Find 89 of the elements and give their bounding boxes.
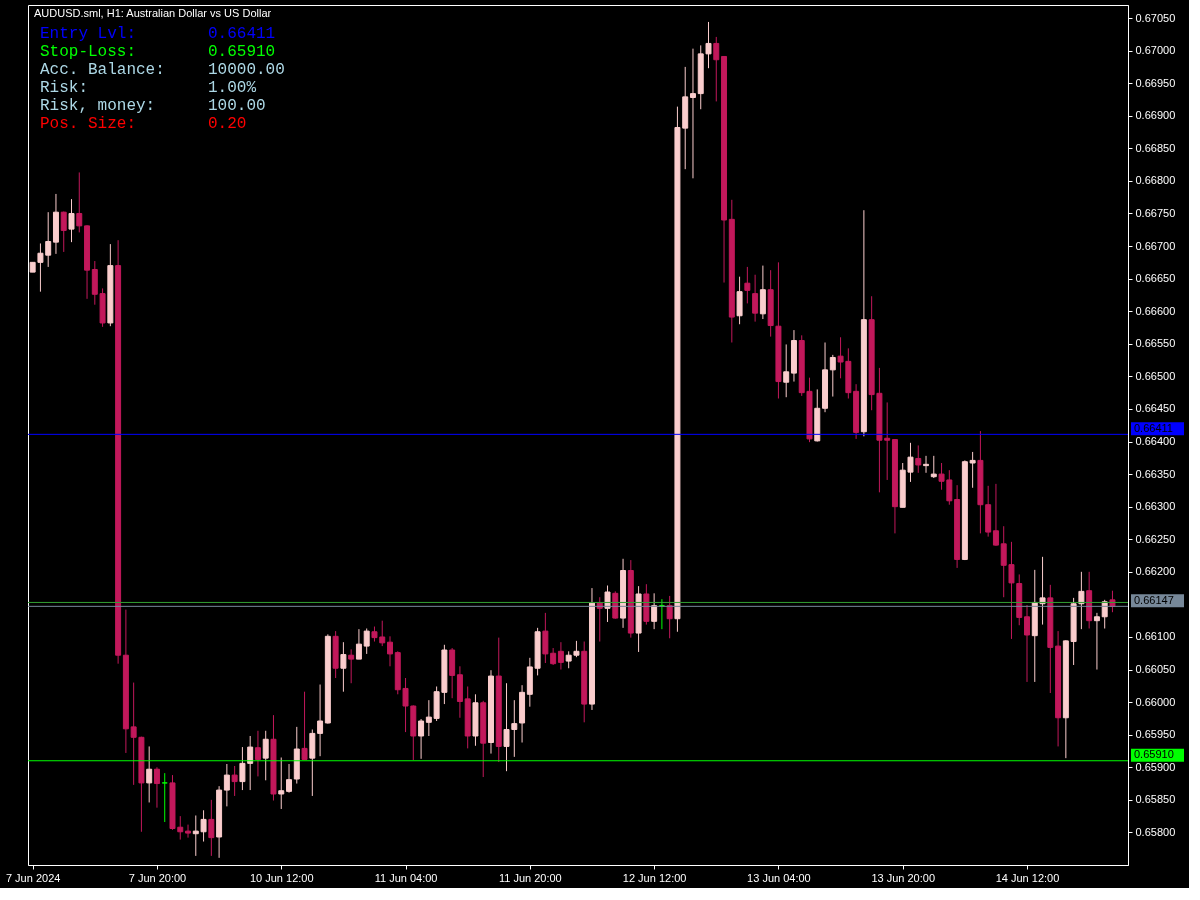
candlestick bbox=[340, 641, 347, 693]
candlestick bbox=[153, 766, 160, 809]
candlestick bbox=[146, 745, 153, 803]
y-tick-label: 0.66350 bbox=[1135, 467, 1176, 480]
y-tick-label: 0.65950 bbox=[1135, 728, 1176, 741]
annotation: 0.20 bbox=[208, 115, 247, 133]
candlestick bbox=[363, 628, 370, 655]
candlestick bbox=[161, 772, 168, 823]
candlestick bbox=[930, 455, 937, 479]
x-tick-label: 12 Jun 12:00 bbox=[622, 871, 687, 884]
candlestick bbox=[348, 648, 355, 684]
y-tick-label: 0.66700 bbox=[1135, 239, 1176, 252]
ref-line-label: 0.65910 bbox=[1134, 748, 1174, 761]
candlestick bbox=[254, 730, 261, 777]
x-tick-label: 10 Jun 12:00 bbox=[249, 871, 314, 884]
candlestick bbox=[286, 763, 292, 794]
y-tick-label: 0.65900 bbox=[1135, 760, 1176, 773]
candlestick bbox=[744, 266, 751, 304]
candlestick bbox=[1093, 612, 1100, 671]
y-tick-label: 0.66600 bbox=[1135, 304, 1176, 317]
annotation: 0.66411 bbox=[208, 25, 276, 43]
x-tick-label: 14 Jun 12:00 bbox=[995, 871, 1060, 884]
x-tick-label: 13 Jun 20:00 bbox=[871, 871, 936, 884]
annotation: Acc. Balance: bbox=[40, 61, 165, 79]
candlestick bbox=[915, 444, 922, 474]
y-tick-label: 0.66900 bbox=[1135, 109, 1176, 122]
candlestick bbox=[76, 171, 83, 233]
y-tick-label: 0.65800 bbox=[1135, 825, 1176, 838]
candlestick bbox=[185, 824, 192, 839]
y-tick-label: 0.66850 bbox=[1135, 141, 1176, 154]
y-tick-label: 0.66750 bbox=[1135, 206, 1176, 219]
annotation: 1.00% bbox=[208, 79, 257, 97]
annotation: 10000.00 bbox=[208, 61, 285, 79]
candlestick bbox=[231, 765, 238, 797]
candlestick bbox=[923, 455, 930, 474]
annotation: Stop-Loss: bbox=[40, 43, 137, 61]
ref-line-label: 0.66411 bbox=[1134, 421, 1173, 434]
y-tick-label: 0.65850 bbox=[1135, 793, 1176, 806]
candlestick bbox=[752, 274, 759, 323]
candlestick bbox=[557, 641, 564, 671]
y-tick-label: 0.66550 bbox=[1135, 337, 1176, 350]
candlestick bbox=[1109, 590, 1116, 613]
x-tick-label: 11 Jun 20:00 bbox=[498, 871, 562, 884]
candlestick bbox=[68, 198, 75, 243]
y-tick-label: 0.66650 bbox=[1135, 272, 1176, 285]
y-tick-label: 0.66100 bbox=[1135, 630, 1176, 643]
y-tick-label: 0.66450 bbox=[1135, 402, 1176, 415]
candlestick bbox=[783, 343, 790, 398]
candlestick bbox=[992, 483, 999, 547]
annotation: Entry Lvl: bbox=[40, 25, 137, 43]
candlestick bbox=[60, 211, 67, 253]
candlestick bbox=[301, 691, 308, 760]
candlestick bbox=[713, 36, 720, 102]
x-tick-label: 7 Jun 2024 bbox=[5, 871, 61, 884]
y-tick-label: 0.66050 bbox=[1135, 663, 1176, 676]
candlestick bbox=[418, 718, 425, 760]
x-tick-label: 7 Jun 20:00 bbox=[128, 871, 187, 884]
candlestick bbox=[829, 354, 836, 398]
ref-line-label: 0.66147 bbox=[1134, 593, 1174, 606]
candlestick bbox=[604, 585, 611, 623]
candlestick bbox=[387, 635, 393, 667]
y-tick-label: 0.66200 bbox=[1135, 565, 1176, 578]
y-tick-label: 0.66400 bbox=[1135, 435, 1176, 448]
x-tick-label: 13 Jun 04:00 bbox=[747, 871, 811, 884]
annotation: Risk: bbox=[40, 79, 89, 97]
annotation: 0.65910 bbox=[208, 43, 276, 61]
y-tick-label: 0.67050 bbox=[1135, 11, 1176, 24]
candlestick bbox=[1024, 604, 1030, 683]
y-tick-label: 0.66950 bbox=[1135, 76, 1176, 89]
y-tick-label: 0.66500 bbox=[1135, 369, 1176, 382]
candlestick bbox=[651, 592, 658, 630]
candlestick bbox=[317, 684, 324, 757]
annotation: Pos. Size: bbox=[40, 115, 137, 133]
candlestick bbox=[278, 757, 285, 810]
y-tick-label: 0.67000 bbox=[1135, 44, 1176, 57]
annotation: 100.00 bbox=[208, 97, 266, 115]
candlestick bbox=[223, 763, 230, 807]
chart-title: AUDUSD.sml, H1: Australian Dollar vs US Dollar bbox=[34, 7, 272, 19]
candlestick bbox=[262, 730, 269, 781]
y-tick-label: 0.66000 bbox=[1135, 695, 1176, 708]
candlestick bbox=[208, 799, 215, 857]
y-tick-label: 0.66250 bbox=[1135, 532, 1176, 545]
y-tick-label: 0.66300 bbox=[1135, 500, 1176, 513]
y-tick-label: 0.66800 bbox=[1135, 174, 1176, 187]
annotation: Risk, money: bbox=[40, 97, 156, 115]
candlestick bbox=[666, 595, 673, 639]
candlestick bbox=[689, 48, 696, 179]
x-tick-label: 11 Jun 04:00 bbox=[374, 871, 438, 884]
candlestick bbox=[355, 628, 362, 660]
